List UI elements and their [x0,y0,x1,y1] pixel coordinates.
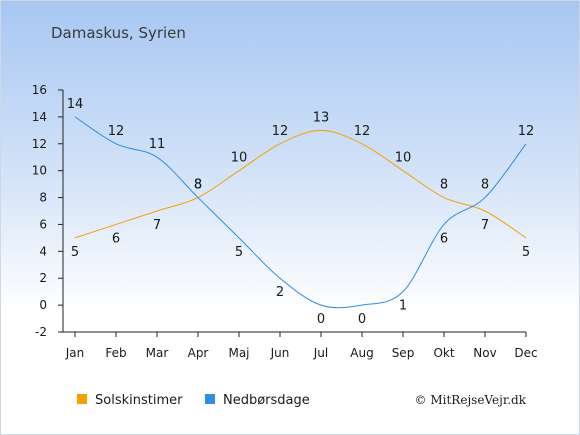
y-tick-label: 8 [39,191,47,205]
y-tick-label: 2 [39,271,47,285]
legend-swatch [205,394,215,404]
data-label: 0 [358,312,366,327]
y-tick-label: 4 [39,244,47,258]
x-tick-label: Jan [65,346,85,360]
data-label: 5 [235,245,243,260]
legend-label: Nedbørsdage [223,393,310,408]
data-label: 2 [276,285,284,300]
data-label: 11 [149,137,166,152]
y-tick-label: 0 [39,298,47,312]
data-label: 10 [395,151,412,166]
data-label: 6 [440,231,448,246]
x-tick-label: Maj [228,346,249,360]
x-tick-label: Dec [514,346,537,360]
credit-text: © MitRejseVejr.dk [415,393,527,407]
y-tick-label: 16 [32,83,47,97]
data-label: 12 [518,124,535,139]
data-label: 7 [481,218,489,233]
data-label: 7 [153,218,161,233]
data-label: 8 [194,178,202,193]
data-label: 8 [481,178,489,193]
data-label: 13 [313,110,330,125]
x-tick-label: Okt [433,346,454,360]
y-tick-label: 6 [39,217,47,231]
data-label: 5 [522,245,530,260]
data-label: 0 [317,312,325,327]
x-tick-label: Sep [392,346,415,360]
data-label: 8 [194,178,202,193]
data-label: 6 [112,231,120,246]
y-tick-label: 14 [32,110,47,124]
legend-label: Solskinstimer [95,393,183,408]
x-tick-label: Aug [350,346,373,360]
data-label: 1 [399,299,407,314]
x-tick-label: Feb [105,346,126,360]
series-layer [74,116,527,309]
data-label: 5 [71,245,79,260]
legend-swatch [77,394,87,404]
data-label: 12 [108,124,125,139]
y-tick-label: -2 [35,325,47,339]
data-label: 12 [354,124,371,139]
y-tick-label: 10 [32,164,47,178]
data-label: 8 [440,178,448,193]
legend: Solskinstimer Nedbørsdage [77,393,310,408]
x-tick-label: Nov [473,346,496,360]
data-label: 14 [67,97,84,112]
x-tick-label: Jul [313,346,328,360]
y-tick-label: 12 [32,137,47,151]
chart-title: Damaskus, Syrien [51,24,186,42]
data-label: 10 [231,151,248,166]
x-tick-label: Apr [188,346,209,360]
series-line-nedboersdage [74,116,527,309]
data-label: 12 [272,124,289,139]
x-tick-label: Jun [270,346,290,360]
series-line-solskinstimer [74,129,527,239]
x-tick-label: Mar [146,346,169,360]
